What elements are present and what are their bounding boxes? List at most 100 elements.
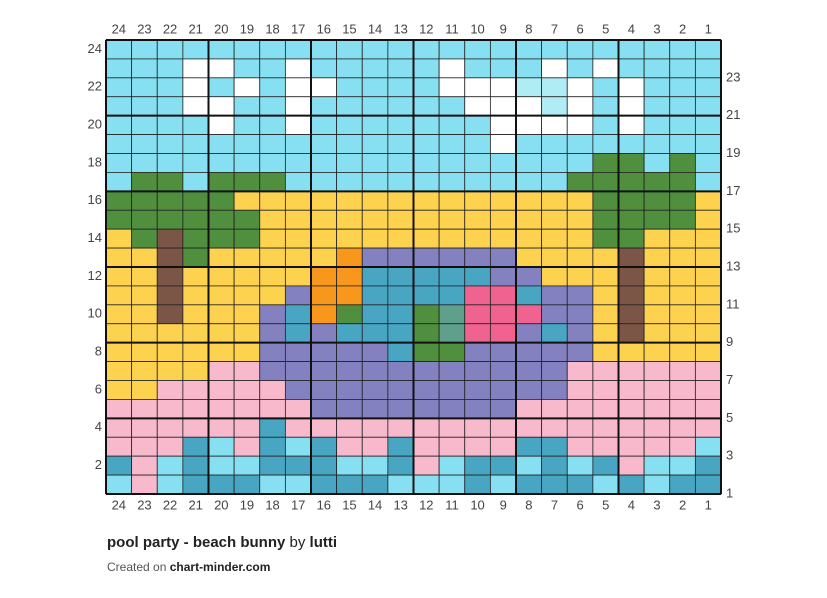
column-number: 18 xyxy=(265,497,279,512)
cell xyxy=(438,172,466,192)
cell xyxy=(694,115,722,135)
cell xyxy=(156,266,184,287)
cell xyxy=(310,96,338,117)
cell xyxy=(541,228,568,249)
cell xyxy=(131,115,158,135)
cell xyxy=(669,399,696,419)
cell xyxy=(336,455,363,476)
cell xyxy=(592,304,619,325)
cell xyxy=(694,134,722,154)
cell xyxy=(669,361,696,381)
row-number: 9 xyxy=(726,334,733,349)
cell xyxy=(592,436,619,457)
cell xyxy=(259,380,286,400)
column-number: 13 xyxy=(393,21,407,36)
cell xyxy=(541,474,568,495)
cell xyxy=(156,361,184,381)
cell xyxy=(669,77,696,98)
cell xyxy=(438,96,466,117)
cell xyxy=(438,228,466,249)
cell xyxy=(105,455,133,476)
cell xyxy=(438,342,466,362)
cell xyxy=(694,153,722,173)
cell xyxy=(592,39,619,60)
cell xyxy=(541,209,568,230)
cell xyxy=(208,361,235,381)
column-number: 1 xyxy=(705,21,712,36)
cell xyxy=(156,399,184,419)
cell xyxy=(489,115,517,135)
cell xyxy=(131,209,158,230)
column-number: 21 xyxy=(188,497,202,512)
cell xyxy=(182,247,209,268)
cell xyxy=(489,228,517,249)
cell xyxy=(592,323,619,344)
cell xyxy=(182,58,209,79)
cell xyxy=(259,323,286,344)
cell xyxy=(592,247,619,268)
cell xyxy=(618,361,645,381)
column-number: 6 xyxy=(576,21,583,36)
row-number: 4 xyxy=(95,419,102,434)
cell xyxy=(413,172,440,192)
cell xyxy=(336,474,363,495)
cell xyxy=(310,304,338,325)
cell xyxy=(489,304,517,325)
cell xyxy=(694,39,722,60)
cell xyxy=(208,77,235,98)
cell xyxy=(464,342,491,362)
cell xyxy=(618,285,645,306)
cell xyxy=(208,115,235,135)
cell xyxy=(387,380,414,400)
column-number: 1 xyxy=(705,497,712,512)
cell xyxy=(669,474,696,495)
cell xyxy=(131,266,158,287)
cell xyxy=(515,266,543,287)
column-number: 4 xyxy=(628,497,635,512)
row-number: 13 xyxy=(726,258,740,273)
cell xyxy=(208,304,235,325)
column-number: 20 xyxy=(214,497,228,512)
cell xyxy=(105,285,133,306)
cell xyxy=(156,228,184,249)
cell xyxy=(336,58,363,79)
cell xyxy=(387,342,414,362)
cell xyxy=(182,304,209,325)
cell xyxy=(259,209,286,230)
cell xyxy=(618,266,645,287)
cell xyxy=(336,285,363,306)
cell xyxy=(387,153,414,173)
cell xyxy=(592,361,619,381)
cell xyxy=(387,436,414,457)
cell xyxy=(694,380,722,400)
cell xyxy=(566,323,594,344)
cell xyxy=(438,285,466,306)
row-number: 16 xyxy=(88,192,102,207)
cell xyxy=(131,247,158,268)
cell xyxy=(464,474,491,495)
cell xyxy=(592,209,619,230)
cell xyxy=(361,380,389,400)
cell xyxy=(182,342,209,362)
cell xyxy=(208,455,235,476)
cell xyxy=(105,228,133,249)
cell xyxy=(387,96,414,117)
cell xyxy=(643,39,671,60)
cell xyxy=(592,153,619,173)
cell xyxy=(156,39,184,60)
cell xyxy=(566,228,594,249)
cell xyxy=(387,285,414,306)
cell xyxy=(643,285,671,306)
cell xyxy=(694,417,722,438)
cell xyxy=(515,399,543,419)
cell xyxy=(105,247,133,268)
cell xyxy=(182,399,209,419)
cell xyxy=(233,58,261,79)
cell xyxy=(361,436,389,457)
cell xyxy=(489,134,517,154)
column-number: 19 xyxy=(240,21,254,36)
cell xyxy=(669,304,696,325)
cell xyxy=(592,134,619,154)
cell xyxy=(208,417,235,438)
column-number: 4 xyxy=(628,21,635,36)
